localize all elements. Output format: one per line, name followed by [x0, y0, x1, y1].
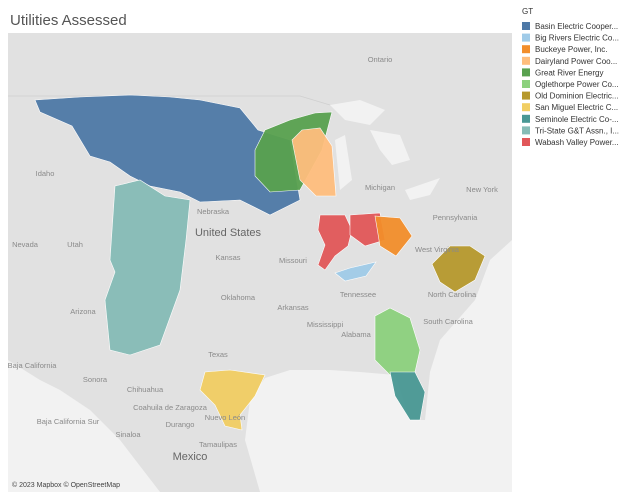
legend-label[interactable]: Wabash Valley Power... — [535, 138, 619, 147]
map-label: Nuevo León — [205, 413, 245, 422]
map-label: Tennessee — [340, 290, 376, 299]
map-label: Arizona — [70, 307, 96, 316]
legend-label[interactable]: Seminole Electric Co-... — [535, 115, 619, 124]
map-label: Alabama — [341, 330, 371, 339]
title: Utilities Assessed — [10, 12, 127, 29]
map-label: Oklahoma — [221, 293, 256, 302]
map-label: Baja California — [8, 361, 58, 370]
lake — [335, 135, 352, 190]
legend-swatch[interactable] — [522, 114, 530, 123]
legend-swatch[interactable] — [522, 126, 530, 135]
map-label: Coahuila de Zaragoza — [133, 403, 208, 412]
legend: Basin Electric Cooper... Big Rivers Elect… — [522, 22, 619, 147]
legend-swatch[interactable] — [522, 56, 530, 65]
legend-label[interactable]: Great River Energy — [535, 68, 603, 77]
legend-swatch[interactable] — [522, 80, 530, 88]
utility-region[interactable] — [389, 371, 426, 421]
legend-swatch[interactable] — [522, 45, 530, 54]
map-labels: Ontario Idaho Nebraska United States Nev… — [8, 55, 498, 463]
lake — [370, 130, 410, 165]
map-label: Pennsylvania — [433, 213, 478, 222]
map-label: Tamaulipas — [199, 440, 237, 449]
attribution: © 2023 Mapbox © OpenStreetMap — [12, 481, 120, 489]
map-label: Arkansas — [277, 303, 309, 312]
map-label: Idaho — [36, 169, 55, 178]
map-label: Kansas — [215, 253, 240, 262]
map-label: Baja California Sur — [37, 417, 100, 426]
regions — [34, 94, 486, 431]
legend-label[interactable]: Old Dominion Electric... — [535, 92, 619, 101]
map-label: Nebraska — [197, 207, 230, 216]
map-label: Sonora — [83, 375, 108, 384]
utility-region[interactable] — [374, 307, 421, 376]
utility-region[interactable] — [431, 245, 486, 293]
map-label: Utah — [67, 240, 83, 249]
map-label: Nevada — [12, 240, 39, 249]
legend-label[interactable]: Oglethorpe Power Co... — [535, 80, 619, 89]
map-label: North Carolina — [428, 290, 477, 299]
map-label: South Carolina — [423, 317, 473, 326]
legend-swatch[interactable] — [522, 22, 530, 30]
utility-region[interactable] — [199, 369, 266, 431]
legend-swatch[interactable] — [522, 91, 530, 100]
legend-swatch[interactable] — [522, 33, 530, 42]
utility-region[interactable] — [317, 214, 353, 271]
lake — [330, 100, 385, 125]
map-label: Ontario — [368, 55, 393, 64]
legend-swatch[interactable] — [522, 138, 530, 146]
utility-region[interactable] — [334, 261, 377, 282]
lake — [405, 178, 440, 200]
utility-region[interactable] — [104, 179, 191, 356]
legend-label[interactable]: Big Rivers Electric Co... — [535, 34, 619, 43]
map-label: Durango — [166, 420, 195, 429]
utility-region[interactable] — [291, 127, 337, 197]
map-label: United States — [195, 227, 262, 239]
utility-region[interactable] — [34, 94, 301, 216]
map-label: Chihuahua — [127, 385, 164, 394]
map-label: New York — [466, 185, 498, 194]
legend-title: GT — [522, 7, 533, 16]
legend-label[interactable]: Dairyland Power Coo... — [535, 57, 617, 66]
map-label: Mexico — [173, 451, 208, 463]
legend-label[interactable]: San Miguel Electric C... — [535, 103, 618, 112]
utility-region[interactable] — [374, 215, 413, 257]
legend-label[interactable]: Basin Electric Cooper... — [535, 22, 618, 31]
map-label: Mississippi — [307, 320, 344, 329]
map-label: West Virginia — [415, 245, 460, 254]
map-label: Sinaloa — [115, 430, 141, 439]
legend-label[interactable]: Tri-State G&T Assn., I... — [535, 126, 619, 135]
legend-swatch[interactable] — [522, 68, 530, 77]
map-label: Texas — [208, 350, 228, 359]
map-label: Michigan — [365, 183, 395, 192]
map-label: Missouri — [279, 256, 307, 265]
legend-label[interactable]: Buckeye Power, Inc. — [535, 45, 607, 54]
legend-swatch[interactable] — [522, 103, 530, 112]
